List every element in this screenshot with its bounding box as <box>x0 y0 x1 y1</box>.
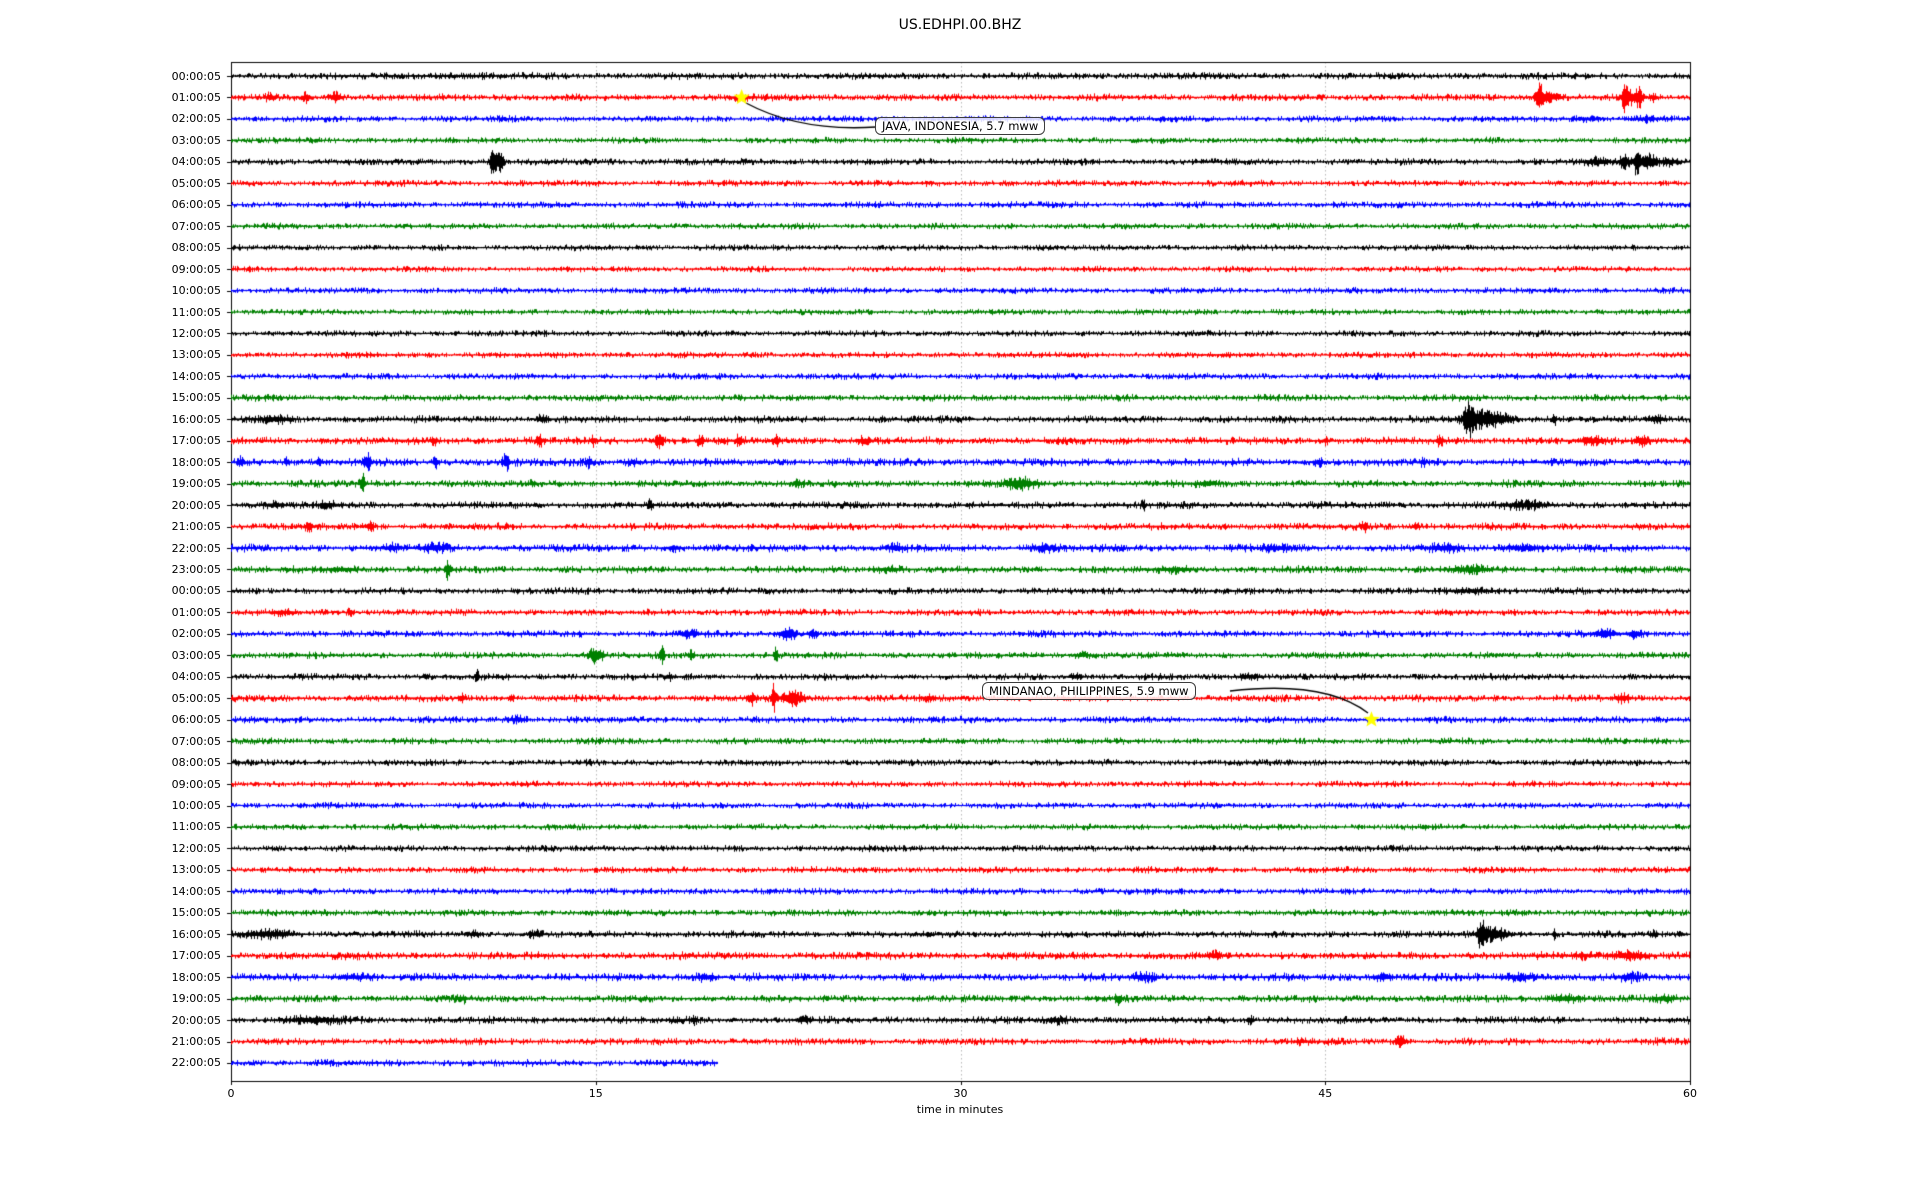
y-tick-label: 07:00:05 <box>171 734 221 748</box>
annotation-java-indonesia: JAVA, INDONESIA, 5.7 mww <box>875 117 1046 135</box>
y-tick-label: 14:00:05 <box>171 884 221 898</box>
y-tick-label: 04:00:05 <box>171 670 221 684</box>
y-tick-label: 05:00:05 <box>171 691 221 705</box>
y-tick-label: 06:00:05 <box>171 713 221 727</box>
x-axis-label: time in minutes <box>916 1103 1004 1116</box>
x-tick-label: 30 <box>953 1087 968 1100</box>
y-tick-label: 00:00:05 <box>171 69 221 83</box>
y-tick-label: 09:00:05 <box>171 777 221 791</box>
y-tick-label: 08:00:05 <box>171 241 221 255</box>
y-tick-label: 12:00:05 <box>171 841 221 855</box>
x-tick-label: 45 <box>1318 1087 1333 1100</box>
y-tick-label: 15:00:05 <box>171 906 221 920</box>
y-tick-label: 07:00:05 <box>171 219 221 233</box>
y-tick-label: 14:00:05 <box>171 369 221 383</box>
y-tick-label: 19:00:05 <box>171 477 221 491</box>
y-tick-label: 11:00:05 <box>171 305 221 319</box>
y-tick-label: 19:00:05 <box>171 992 221 1006</box>
y-tick-label: 02:00:05 <box>171 627 221 641</box>
y-tick-label: 08:00:05 <box>171 756 221 770</box>
y-tick-label: 01:00:05 <box>171 605 221 619</box>
y-tick-label: 20:00:05 <box>171 498 221 512</box>
y-tick-label: 20:00:05 <box>171 1013 221 1027</box>
x-tick-label: 0 <box>227 1087 235 1100</box>
y-tick-label: 16:00:05 <box>171 927 221 941</box>
y-tick-label: 22:00:05 <box>171 1056 221 1070</box>
y-tick-label: 11:00:05 <box>171 820 221 834</box>
y-tick-label: 13:00:05 <box>171 863 221 877</box>
x-tick-label: 15 <box>588 1087 603 1100</box>
y-tick-label: 10:00:05 <box>171 284 221 298</box>
y-tick-label: 09:00:05 <box>171 262 221 276</box>
y-tick-label: 23:00:05 <box>171 562 221 576</box>
page-title: US.EDHPI.00.BHZ <box>898 17 1022 33</box>
y-tick-label: 21:00:05 <box>171 1035 221 1049</box>
y-tick-label: 21:00:05 <box>171 520 221 534</box>
y-tick-label: 10:00:05 <box>171 799 221 813</box>
y-tick-label: 17:00:05 <box>171 434 221 448</box>
y-tick-label: 03:00:05 <box>171 648 221 662</box>
y-tick-label: 01:00:05 <box>171 90 221 104</box>
y-tick-label: 03:00:05 <box>171 133 221 147</box>
y-tick-label: 06:00:05 <box>171 198 221 212</box>
y-tick-label: 12:00:05 <box>171 326 221 340</box>
y-tick-label: 02:00:05 <box>171 112 221 126</box>
y-tick-label: 15:00:05 <box>171 391 221 405</box>
y-tick-label: 00:00:05 <box>171 584 221 598</box>
y-tick-label: 16:00:05 <box>171 412 221 426</box>
x-tick-label: 60 <box>1683 1087 1697 1100</box>
y-tick-label: 13:00:05 <box>171 348 221 362</box>
y-tick-label: 17:00:05 <box>171 949 221 963</box>
y-tick-label: 18:00:05 <box>171 455 221 469</box>
y-tick-label: 05:00:05 <box>171 176 221 190</box>
y-tick-label: 18:00:05 <box>171 970 221 984</box>
y-tick-label: 04:00:05 <box>171 155 221 169</box>
y-tick-label: 22:00:05 <box>171 541 221 555</box>
annotation-mindanao-philippines: MINDANAO, PHILIPPINES, 5.9 mww <box>982 682 1196 700</box>
